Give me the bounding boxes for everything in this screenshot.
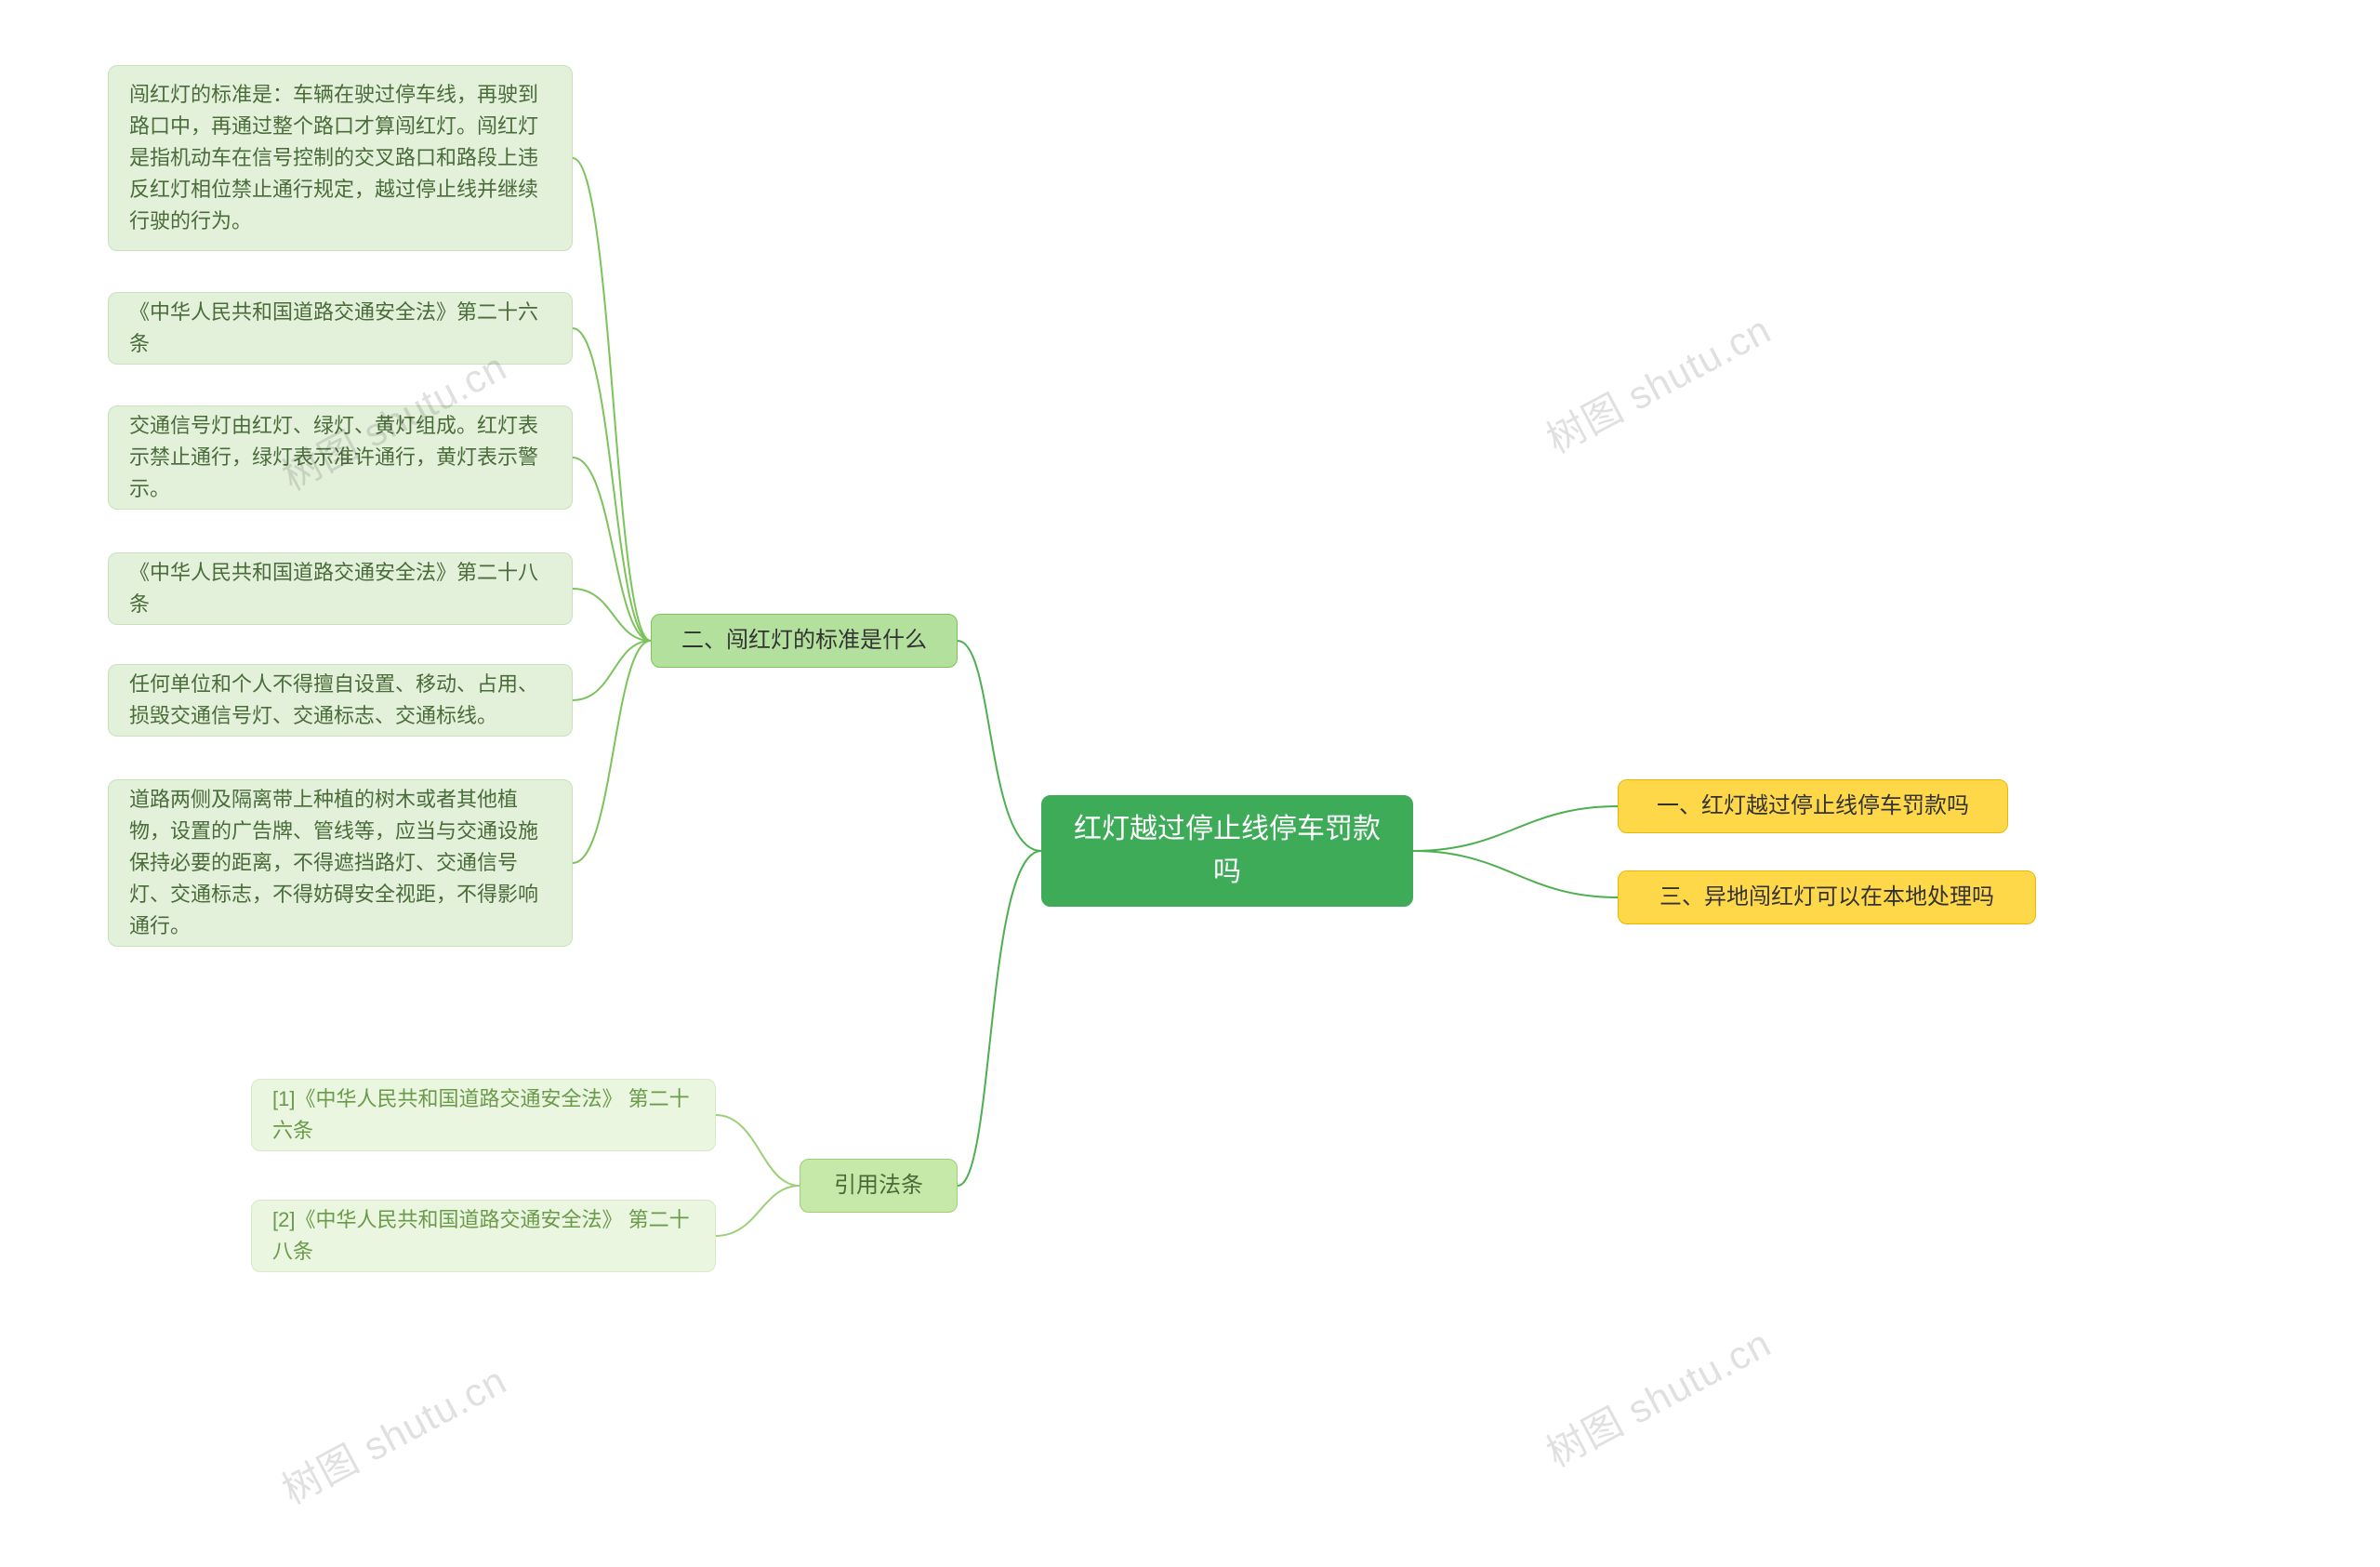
connector [958, 641, 1041, 851]
connector [716, 1115, 800, 1186]
watermark: 树图 shutu.cn [1535, 1312, 1779, 1478]
connector [573, 589, 651, 641]
connector [573, 158, 651, 641]
watermark: 树图 shutu.cn [271, 1349, 515, 1515]
branch-label: 引用法条 [834, 1168, 923, 1202]
leaf-l1-4[interactable]: 任何单位和个人不得擅自设置、移动、占用、损毁交通信号灯、交通标志、交通标线。 [108, 664, 573, 737]
leaf-l1-1[interactable]: 《中华人民共和国道路交通安全法》第二十六条 [108, 292, 573, 365]
connector [573, 641, 651, 863]
watermark: 树图 shutu.cn [1535, 299, 1779, 464]
leaf-text: 《中华人民共和国道路交通安全法》第二十六条 [129, 297, 551, 360]
branch-right-2[interactable]: 三、异地闯红灯可以在本地处理吗 [1618, 870, 2036, 924]
leaf-text: 《中华人民共和国道路交通安全法》第二十八条 [129, 557, 551, 620]
leaf-text: 任何单位和个人不得擅自设置、移动、占用、损毁交通信号灯、交通标志、交通标线。 [129, 669, 551, 732]
leaf-text: [2]《中华人民共和国道路交通安全法》 第二十八条 [272, 1204, 694, 1268]
branch-right-1[interactable]: 一、红灯越过停止线停车罚款吗 [1618, 779, 2008, 833]
leaf-l1-5[interactable]: 道路两侧及隔离带上种植的树木或者其他植物，设置的广告牌、管线等，应当与交通设施保… [108, 779, 573, 947]
connector [573, 641, 651, 700]
leaf-text: [1]《中华人民共和国道路交通安全法》 第二十六条 [272, 1083, 694, 1147]
leaf-l1-3[interactable]: 《中华人民共和国道路交通安全法》第二十八条 [108, 552, 573, 625]
branch-left-2[interactable]: 引用法条 [800, 1159, 958, 1213]
leaf-l1-0[interactable]: 闯红灯的标准是：车辆在驶过停车线，再驶到路口中，再通过整个路口才算闯红灯。闯红灯… [108, 65, 573, 251]
connector [1413, 806, 1618, 851]
root-node[interactable]: 红灯越过停止线停车罚款吗 [1041, 795, 1413, 907]
branch-left-1[interactable]: 二、闯红灯的标准是什么 [651, 614, 958, 668]
mindmap-canvas: { "type": "mindmap", "layout": "horizont… [0, 0, 2380, 1567]
connector [1413, 851, 1618, 897]
connector [958, 851, 1041, 1186]
connector [573, 458, 651, 641]
branch-label: 一、红灯越过停止线停车罚款吗 [1657, 789, 1969, 823]
leaf-text: 交通信号灯由红灯、绿灯、黄灯组成。红灯表示禁止通行，绿灯表示准许通行，黄灯表示警… [129, 410, 551, 505]
branch-label: 二、闯红灯的标准是什么 [681, 623, 927, 657]
root-label: 红灯越过停止线停车罚款吗 [1063, 808, 1392, 895]
leaf-text: 闯红灯的标准是：车辆在驶过停车线，再驶到路口中，再通过整个路口才算闯红灯。闯红灯… [129, 79, 551, 237]
leaf-l2-1[interactable]: [2]《中华人民共和国道路交通安全法》 第二十八条 [251, 1200, 716, 1272]
leaf-l2-0[interactable]: [1]《中华人民共和国道路交通安全法》 第二十六条 [251, 1079, 716, 1151]
connector [716, 1186, 800, 1236]
branch-label: 三、异地闯红灯可以在本地处理吗 [1659, 880, 1994, 914]
leaf-text: 道路两侧及隔离带上种植的树木或者其他植物，设置的广告牌、管线等，应当与交通设施保… [129, 784, 551, 942]
connector [573, 328, 651, 641]
leaf-l1-2[interactable]: 交通信号灯由红灯、绿灯、黄灯组成。红灯表示禁止通行，绿灯表示准许通行，黄灯表示警… [108, 405, 573, 510]
